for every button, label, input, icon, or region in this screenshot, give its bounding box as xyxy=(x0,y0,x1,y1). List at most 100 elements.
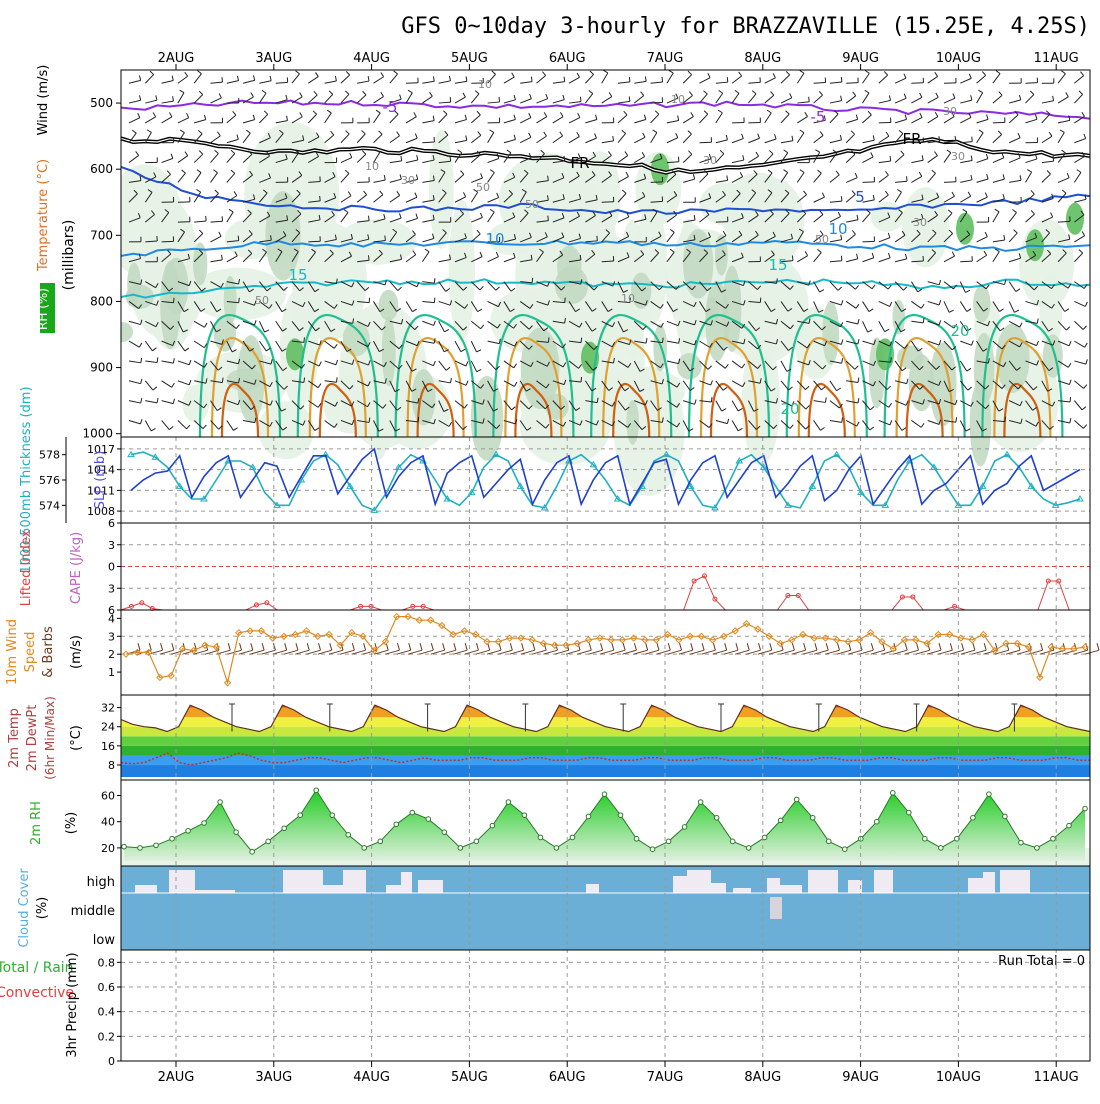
contour-label: 50 xyxy=(525,198,539,211)
cloud-tick-label: middle xyxy=(71,904,115,919)
wind-tick-label: 3 xyxy=(108,630,115,643)
rh-marker xyxy=(426,817,431,822)
rh-shade-mid xyxy=(677,353,702,380)
surface-wind-barb-flag xyxy=(747,643,749,650)
temp-tick-label: 32 xyxy=(101,702,115,715)
wind-barb-flag xyxy=(711,397,712,402)
contour-label: FR xyxy=(570,154,589,172)
rh-marker xyxy=(474,839,479,844)
rh-shade-mid xyxy=(379,290,399,321)
high-cloud-block xyxy=(780,885,802,893)
high-cloud-block xyxy=(874,870,893,893)
wind-barb-flag xyxy=(418,417,419,422)
wind-barb-flag xyxy=(304,378,305,383)
contour-label: 50 xyxy=(815,233,829,246)
surface-wind-barb-flag xyxy=(668,643,670,650)
wind-barb-flag xyxy=(580,97,581,102)
panel-frame xyxy=(121,950,1090,1061)
pressure-axis-label: (millibars) xyxy=(61,220,77,291)
surface-wind-barb-flag xyxy=(330,643,332,650)
wind-barb-flag xyxy=(809,97,810,102)
contour-label: -5 xyxy=(811,108,826,126)
rh-shade-light xyxy=(429,130,454,249)
wind-barb-flag xyxy=(629,77,630,82)
surface-wind-barb-flag xyxy=(950,643,952,650)
temperature-axis-label: Temperature (°C) xyxy=(36,159,51,272)
surface-wind-barb-flag xyxy=(476,643,478,650)
wind-barb-flag xyxy=(401,156,402,161)
rh-marker xyxy=(362,846,367,851)
surface-wind-barb-flag xyxy=(691,643,693,650)
rh-marker xyxy=(186,829,191,834)
cloud-unit-label: (%) xyxy=(35,897,50,920)
wind-barb-flag xyxy=(581,338,582,343)
high-cloud-block xyxy=(848,880,862,893)
date-label-bottom: 2AUG xyxy=(158,1070,195,1085)
surface-wind-barb-flag xyxy=(725,643,727,650)
date-label-bottom: 7AUG xyxy=(647,1070,684,1085)
contour-label: 50 xyxy=(476,181,490,194)
rh-marker xyxy=(842,847,847,852)
surface-wind-barb-flag xyxy=(962,643,964,650)
surface-wind-barb-flag xyxy=(770,643,772,650)
temp-band xyxy=(121,765,1090,777)
temp-bands xyxy=(121,698,1090,777)
surface-wind-barb-flag xyxy=(522,643,524,650)
rh-shade-mid xyxy=(715,234,728,275)
contour-label: 10 xyxy=(485,230,504,248)
rh-marker xyxy=(1035,846,1040,851)
date-label-top: 4AUG xyxy=(353,51,390,66)
rh-marker xyxy=(138,846,143,851)
wind-barb-flag xyxy=(174,298,175,303)
temp-tick-label: 24 xyxy=(101,721,115,734)
wind-tick-label: 1 xyxy=(108,666,115,679)
thickness-tick-label: 574 xyxy=(39,499,60,512)
thickness-tick-label: 578 xyxy=(39,449,60,462)
precip-tick-label: 0.4 xyxy=(98,1006,116,1019)
rh-marker xyxy=(1019,840,1024,845)
wind10-axis-label-2: Speed xyxy=(23,632,38,673)
surface-wind-barb-flag xyxy=(905,643,907,650)
wind-barb-flag xyxy=(271,235,272,240)
rh-marker xyxy=(666,839,671,844)
rh-marker xyxy=(250,850,255,855)
wind-barb-flag xyxy=(304,337,305,342)
rh-marker xyxy=(458,846,463,851)
date-label-bottom: 5AUG xyxy=(451,1070,488,1085)
surface-wind-barb-flag xyxy=(138,643,140,650)
cloud-axis-label: Cloud Cover xyxy=(17,868,32,948)
rh-marker xyxy=(346,832,351,837)
y-tick-label: 500 xyxy=(90,96,113,110)
surface-wind-barb-flag xyxy=(759,643,761,650)
temp-axis-label-1: 2m Temp xyxy=(7,708,22,768)
surface-wind-barb-flag xyxy=(149,643,151,650)
rh-marker xyxy=(1083,806,1088,811)
chart-title: GFS 0~10day 3-hourly for BRAZZAVILLE (15… xyxy=(401,14,1090,39)
high-cloud-block xyxy=(343,870,366,893)
high-cloud-block xyxy=(1000,870,1030,893)
contour-label: 20 xyxy=(950,322,969,340)
wind-barb-flag xyxy=(939,136,940,141)
surface-wind-barb-flag xyxy=(364,643,366,650)
mid-cloud-block xyxy=(770,897,782,919)
rh-marker xyxy=(794,797,799,802)
surface-wind-barb-flag xyxy=(804,643,806,650)
high-cloud-block xyxy=(808,870,838,893)
rh-marker xyxy=(682,825,687,830)
high-cloud-block xyxy=(283,870,323,893)
cape-axis-label: CAPE (J/kg) xyxy=(69,532,84,604)
high-cloud-block xyxy=(767,878,780,893)
high-cloud-block xyxy=(968,878,983,893)
high-cloud-block xyxy=(135,885,157,893)
date-label-top: 7AUG xyxy=(647,51,684,66)
rh-marker xyxy=(874,819,879,824)
rh-marker xyxy=(202,821,207,826)
cross-section-layer xyxy=(106,70,1090,496)
y-tick-label: 700 xyxy=(90,228,113,242)
high-cloud-block xyxy=(983,872,995,893)
wind-barb xyxy=(308,241,320,242)
surface-wind-barb-flag xyxy=(826,643,828,650)
rh-marker xyxy=(778,818,783,823)
rh-shade-mid xyxy=(683,229,713,299)
surface-wind-barb-flag xyxy=(792,643,794,650)
